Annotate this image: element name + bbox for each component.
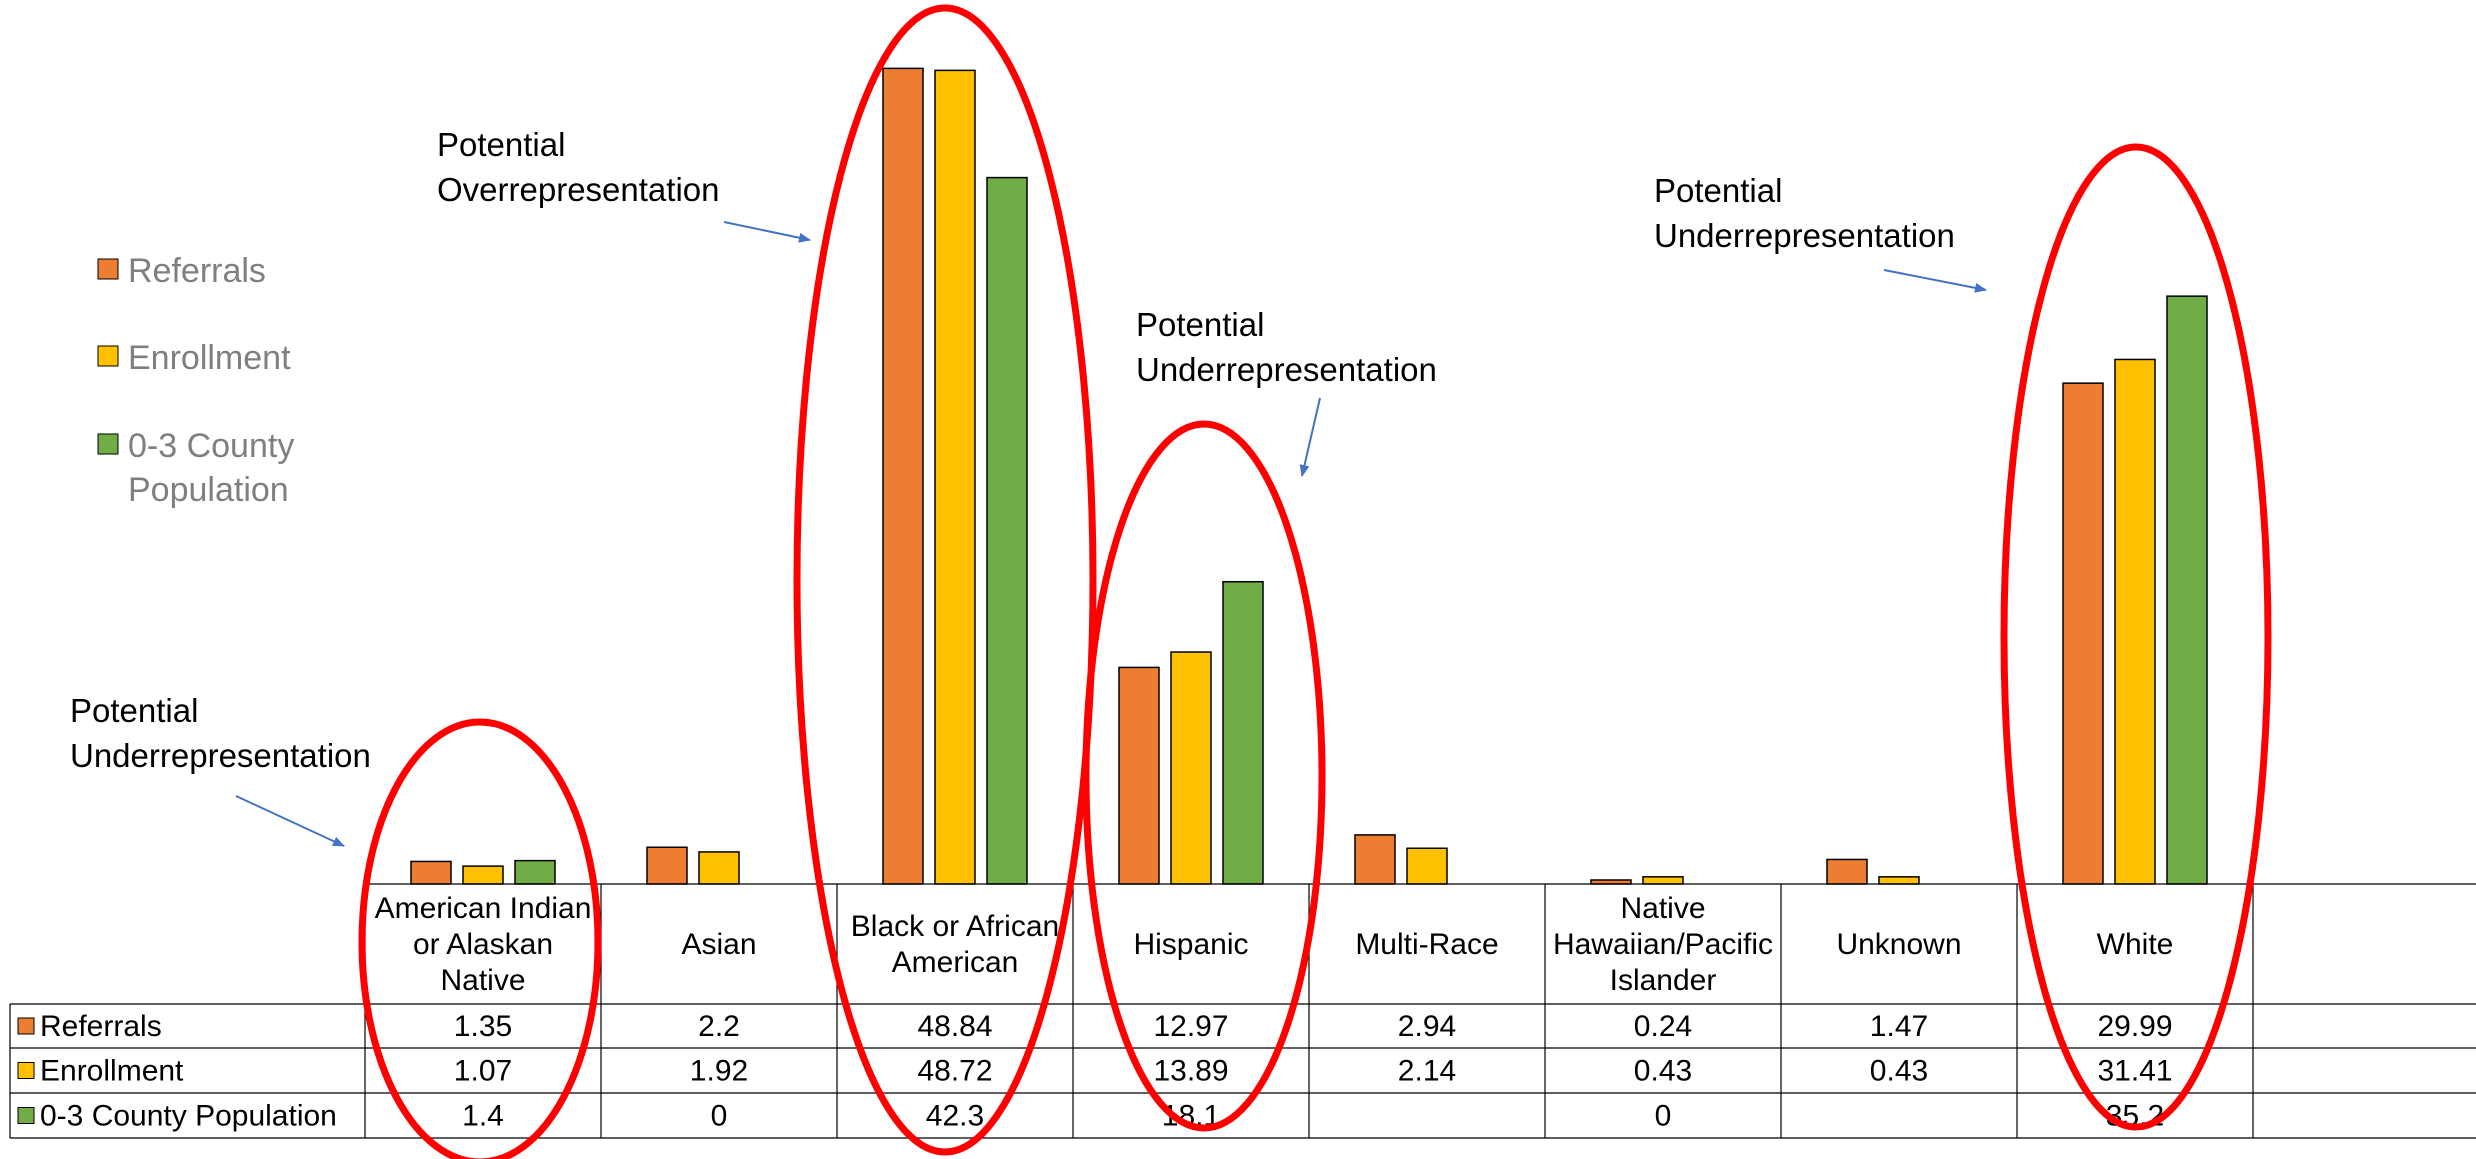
bar-enrollment — [2114, 358, 2156, 885]
category-label: White — [2097, 928, 2174, 961]
legend-swatch — [97, 433, 119, 455]
annotation-label: Underrepresentation — [70, 737, 371, 774]
highlight-ellipse — [793, 4, 1097, 1156]
data-label: 29.99 — [2097, 1010, 2172, 1043]
category-label: Asian — [681, 928, 756, 961]
annotation-arrow — [723, 221, 811, 243]
category-label: Native — [440, 964, 525, 997]
data-label: 2.2 — [698, 1010, 740, 1043]
data-label: 48.84 — [917, 1010, 992, 1043]
legend-swatch — [97, 345, 119, 367]
bar-enrollment — [1642, 876, 1684, 885]
data-label: 12.97 — [1153, 1010, 1228, 1043]
data-label: 0.24 — [1634, 1010, 1692, 1043]
annotation-arrow — [1299, 397, 1321, 477]
data-label: 1.47 — [1870, 1010, 1928, 1043]
category-label: Islander — [1610, 964, 1717, 997]
bar-enrollment — [698, 851, 740, 885]
legend-swatch — [97, 258, 119, 280]
data-label: 1.4 — [462, 1100, 504, 1133]
annotation-arrow — [235, 795, 345, 847]
row-label: 0-3 County Population — [40, 1100, 337, 1133]
legend-label: 0-3 County — [128, 427, 294, 465]
highlight-ellipse — [2000, 143, 2272, 1131]
bar-0-3-county-population — [2166, 295, 2208, 885]
legend-key-swatch — [17, 1107, 35, 1124]
data-label: 0 — [1655, 1100, 1672, 1133]
bar-0-3-county-population — [986, 176, 1028, 885]
bar-enrollment — [1878, 876, 1920, 885]
bar-enrollment — [934, 69, 976, 885]
legend: Referrals Enrollment 0-3 County Population — [97, 252, 294, 509]
category-label: or Alaskan — [413, 928, 553, 961]
bar-referrals — [410, 860, 452, 885]
category-label: Black or African — [851, 910, 1059, 943]
annotation-label: Underrepresentation — [1654, 217, 1955, 254]
bar-referrals — [2062, 382, 2104, 885]
category-label: American Indian — [375, 892, 592, 925]
bar-referrals — [1590, 879, 1632, 885]
row-label: Enrollment — [40, 1055, 184, 1088]
annotation-label: Potential — [437, 126, 565, 163]
legend-label: Referrals — [128, 252, 266, 290]
category-label: Multi-Race — [1355, 928, 1498, 961]
data-label: 1.92 — [690, 1055, 748, 1088]
category-label: Hispanic — [1133, 928, 1248, 961]
highlight-ellipse — [1082, 420, 1326, 1132]
bar-referrals — [882, 67, 924, 885]
highlight-ellipse — [358, 718, 602, 1159]
bar-enrollment — [1406, 847, 1448, 885]
data-label: 48.72 — [917, 1055, 992, 1088]
data-label: 1.07 — [454, 1055, 512, 1088]
annotation-label: Potential — [1136, 306, 1264, 343]
data-label: 0 — [711, 1100, 728, 1133]
annotation-label: Potential — [1654, 172, 1782, 209]
data-label: 2.14 — [1398, 1055, 1456, 1088]
data-label: 0.43 — [1870, 1055, 1928, 1088]
bar-0-3-county-population — [1222, 580, 1264, 885]
row-label: Referrals — [40, 1010, 162, 1043]
bar-referrals — [1118, 666, 1160, 885]
category-label: Native — [1620, 892, 1705, 925]
data-label: 2.94 — [1398, 1010, 1456, 1043]
data-label: 0.43 — [1634, 1055, 1692, 1088]
legend-label: Enrollment — [128, 339, 291, 377]
annotation-label: Potential — [70, 692, 198, 729]
category-label: Hawaiian/Pacific — [1553, 928, 1773, 961]
data-label: 1.35 — [454, 1010, 512, 1043]
annotation-label: Overrepresentation — [437, 171, 719, 208]
highlight-ellipses — [358, 4, 2272, 1159]
legend-key-swatch — [17, 1017, 35, 1035]
bar-referrals — [1826, 858, 1868, 885]
category-label: Unknown — [1836, 928, 1961, 961]
bar-enrollment — [462, 865, 504, 885]
bar-enrollment — [1170, 651, 1212, 885]
bar-0-3-county-population — [514, 859, 556, 885]
data-label: 31.41 — [2097, 1055, 2172, 1088]
category-label: American — [892, 946, 1019, 979]
annotations: Potential Underrepresentation Potential Ove… — [70, 126, 1987, 847]
data-label: 42.3 — [926, 1100, 984, 1133]
annotation-arrow — [1883, 269, 1987, 293]
data-label: 13.89 — [1153, 1055, 1228, 1088]
annotation-label: Underrepresentation — [1136, 351, 1437, 388]
bar-referrals — [646, 846, 688, 885]
bar-referrals — [1354, 834, 1396, 885]
legend-label: Population — [128, 471, 289, 509]
legend-key-swatch — [17, 1062, 35, 1079]
